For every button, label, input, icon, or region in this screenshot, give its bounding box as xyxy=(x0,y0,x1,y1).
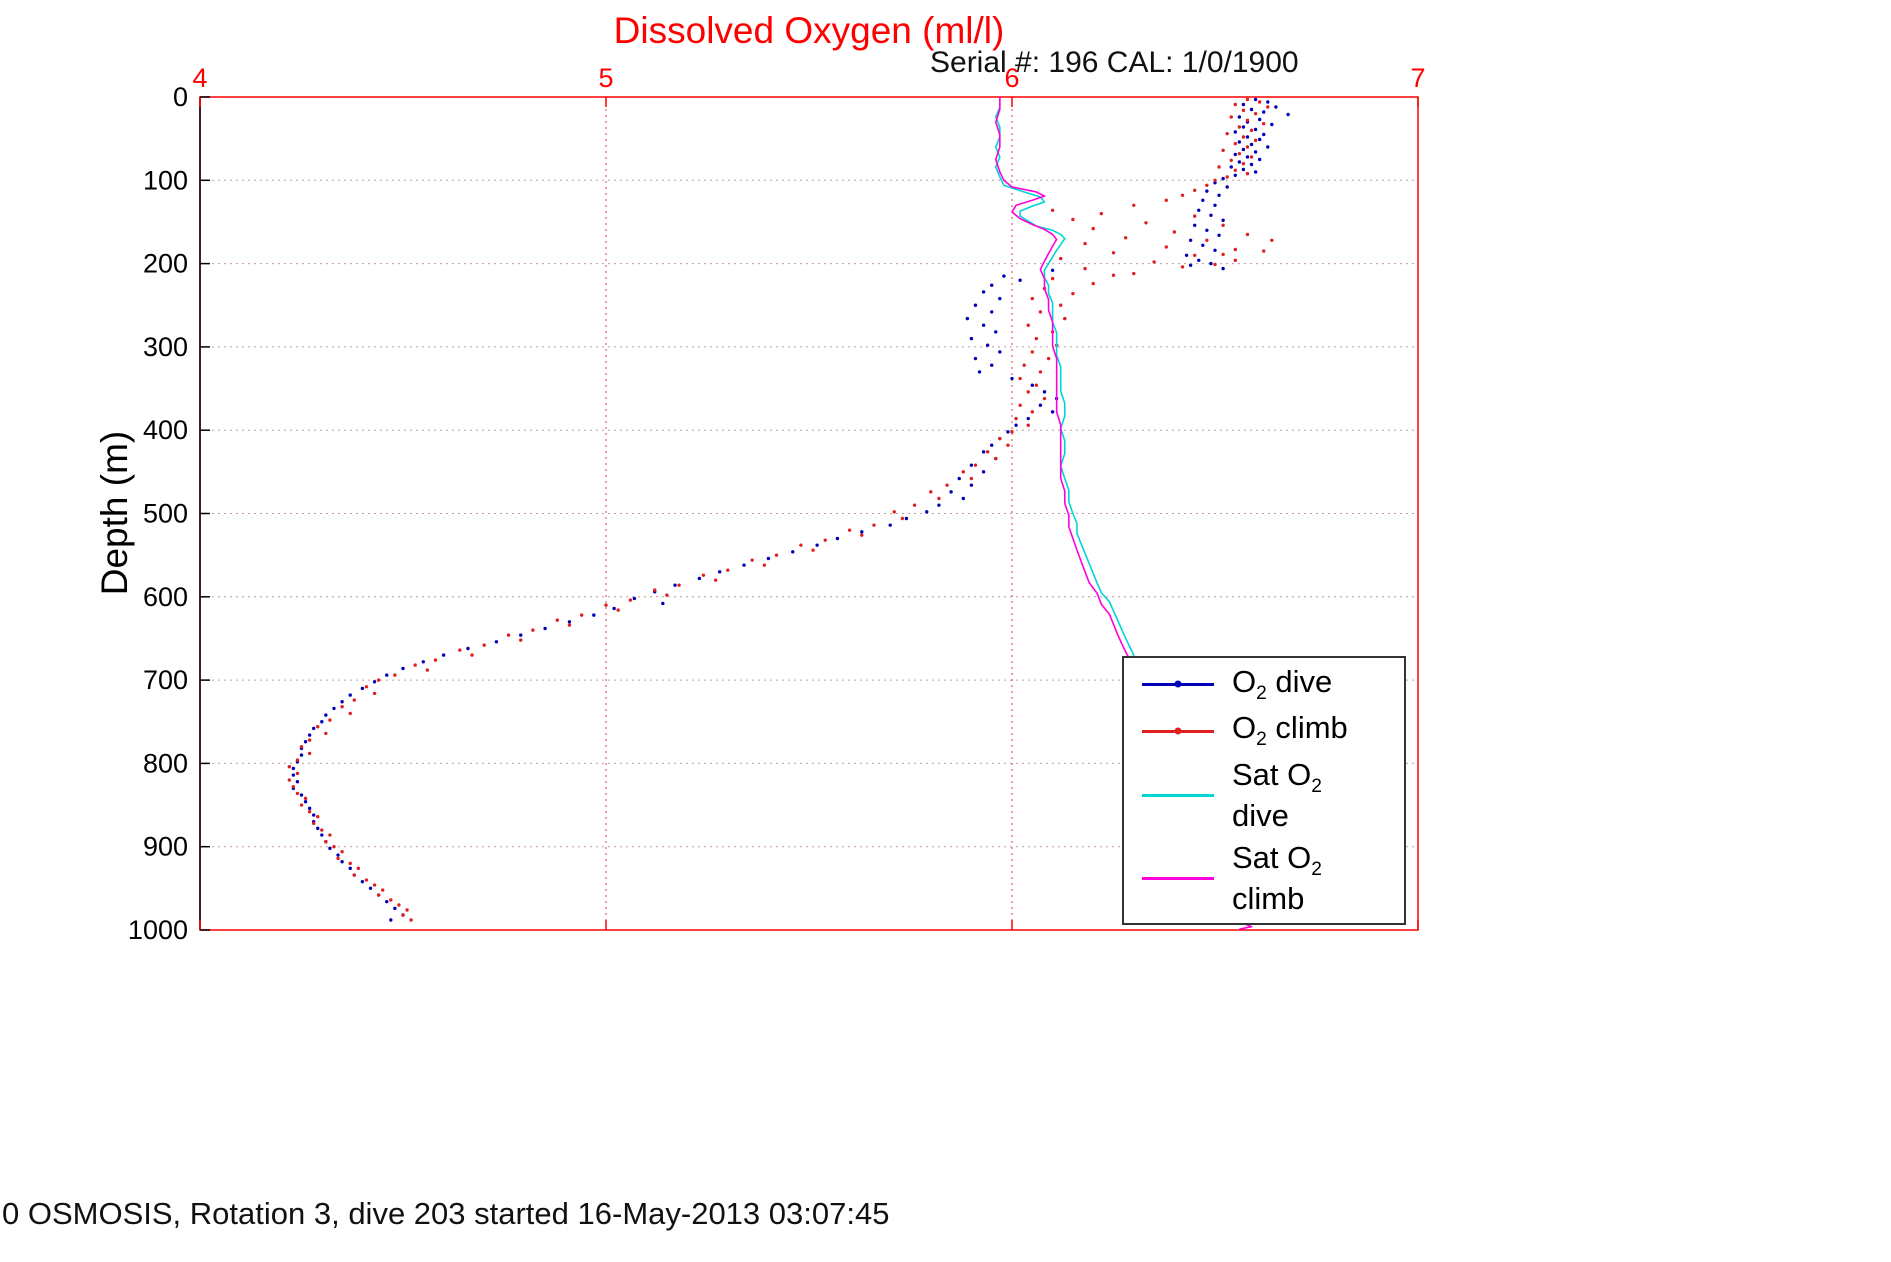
legend-entry-o2-climb: O2 climb xyxy=(1142,710,1386,751)
y-axis-ticks: 0 100 200 300 400 500 600 700 800 900 1000 xyxy=(128,82,210,945)
y-tick-label: 800 xyxy=(143,748,188,778)
series-o2-climb xyxy=(287,97,1274,922)
dot-marker-icon xyxy=(1174,727,1182,735)
legend-entry-sat-o2-dive: Sat O2 dive xyxy=(1142,757,1386,834)
legend-box: O2 dive O2 climb Sat O2 dive Sat O2 clim… xyxy=(1122,656,1406,925)
x-tick-label: 5 xyxy=(598,63,613,93)
series-sat-o2-climb xyxy=(994,97,1131,669)
x-tick-label: 7 xyxy=(1410,63,1425,93)
legend-entry-o2-dive: O2 dive xyxy=(1142,664,1386,705)
y-tick-label: 400 xyxy=(143,415,188,445)
y-tick-label: 1000 xyxy=(128,915,188,945)
legend-line-sample-o2-climb xyxy=(1142,727,1214,735)
chart-title: Dissolved Oxygen (ml/l) xyxy=(613,10,1005,51)
legend-label: O2 climb xyxy=(1232,710,1348,751)
legend-line-sample-o2-dive xyxy=(1142,680,1214,688)
legend-label: Sat O2 climb xyxy=(1232,840,1322,917)
x-tick-label: 6 xyxy=(1004,63,1019,93)
legend-line-sample-sat-o2-climb xyxy=(1142,875,1214,883)
legend-entry-sat-o2-climb: Sat O2 climb xyxy=(1142,840,1386,917)
y-tick-label: 300 xyxy=(143,332,188,362)
dive-caption: 0 OSMOSIS, Rotation 3, dive 203 started … xyxy=(2,1196,890,1231)
y-tick-label: 100 xyxy=(143,165,188,195)
y-tick-label: 600 xyxy=(143,582,188,612)
series-o2-dive xyxy=(291,97,1290,922)
legend-label: Sat O2 dive xyxy=(1232,757,1322,834)
y-tick-label: 700 xyxy=(143,665,188,695)
dot-marker-icon xyxy=(1174,680,1182,688)
legend-label: O2 dive xyxy=(1232,663,1333,704)
x-tick-label: 4 xyxy=(192,63,207,93)
series-sat-o2-dive xyxy=(994,97,1139,673)
y-tick-label: 200 xyxy=(143,249,188,279)
serial-cal-text: Serial #: 196 CAL: 1/0/1900 xyxy=(930,46,1299,79)
y-tick-label: 500 xyxy=(143,499,188,529)
y-tick-label: 900 xyxy=(143,832,188,862)
x-axis-ticks: 4 5 6 7 xyxy=(192,63,1426,930)
legend-line-sample-sat-o2-dive xyxy=(1142,792,1214,800)
y-tick-label: 0 xyxy=(173,82,188,112)
